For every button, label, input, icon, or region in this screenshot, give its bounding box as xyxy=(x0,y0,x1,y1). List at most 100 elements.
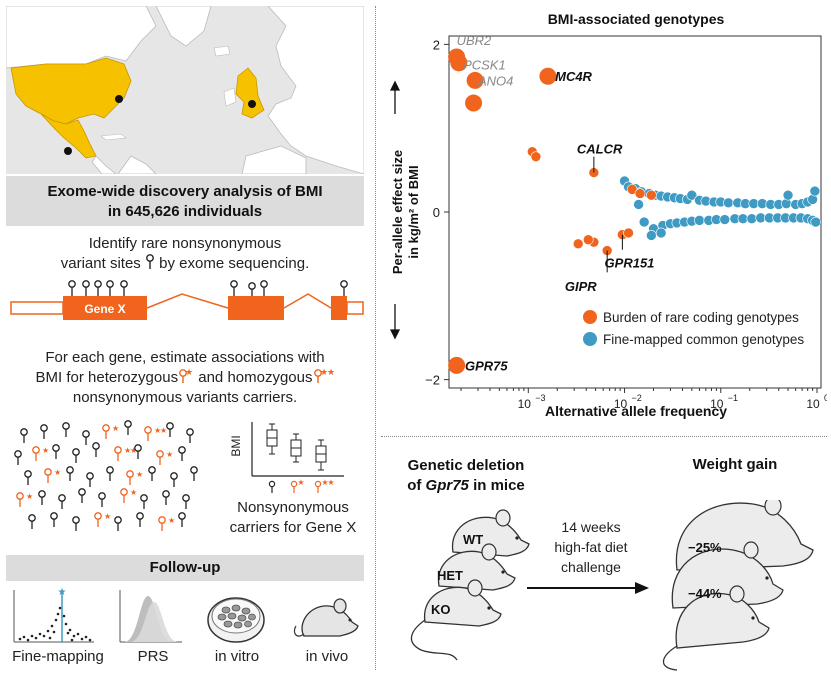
y-axis-label-line1: Per-allele effect size xyxy=(390,150,405,274)
x-tick-label-0: 10 xyxy=(518,397,532,411)
boxplot-ylabel: BMI xyxy=(229,435,243,456)
mouse-experiment-graphic: WT HET KO 14 weeks high-fat diet challen… xyxy=(410,500,814,671)
x-tick-exponent-1: −2 xyxy=(632,393,642,403)
identify-line1: Identify rare nonsynonymous xyxy=(88,235,282,252)
svg-text:★: ★ xyxy=(297,478,304,487)
ko-weight-change: −44% xyxy=(688,586,722,601)
utr-5-box xyxy=(10,301,64,315)
carrier-pin: ★ xyxy=(32,446,49,461)
exon-3 xyxy=(331,296,347,320)
mouse-title-line2: of Gpr75 in mice xyxy=(386,476,546,496)
common-point-54 xyxy=(655,227,667,239)
mouse-title-suffix: in mice xyxy=(468,477,525,494)
followup-labels: Fine-mapping PRS in vitro in vivo xyxy=(6,648,364,668)
common-point-29 xyxy=(809,185,821,197)
identify-line2-end: by exome sequencing. xyxy=(159,255,310,272)
svg-text:★: ★ xyxy=(154,426,161,435)
svg-text:★: ★ xyxy=(136,470,143,479)
genotype-wt: WT xyxy=(463,532,483,547)
carrier-pin xyxy=(40,424,48,439)
uk-marker xyxy=(248,100,256,108)
common-point-11 xyxy=(686,189,698,201)
gene-label-gipr: GIPR xyxy=(565,279,597,294)
svg-text:★: ★ xyxy=(104,512,111,521)
mouse-title-line1: Genetic deletion xyxy=(407,457,525,474)
mexico-marker xyxy=(64,147,72,155)
gene-label-gpr151: GPR151 xyxy=(605,255,655,270)
carrier-pin xyxy=(38,490,46,505)
carrier-pin: ★ xyxy=(158,516,175,531)
discovery-title-line2: in 645,626 individuals xyxy=(107,203,263,220)
in-vitro-dish-icon xyxy=(207,597,265,643)
followup-label-in-vitro: in vitro xyxy=(214,648,260,665)
mouse-panel-title: Genetic deletion of Gpr75 in mice xyxy=(386,456,546,496)
variant-pin-icon xyxy=(146,254,154,269)
genotype-het: HET xyxy=(437,568,463,583)
chart-legend: Burden of rare coding genotypes Fine-map… xyxy=(583,310,804,347)
carrier-pin: ★ xyxy=(120,488,137,503)
exon-1 xyxy=(63,296,147,320)
x-tick-label-3: 10 xyxy=(806,397,820,411)
estimate-line2-a: BMI for heterozygous xyxy=(35,369,179,386)
ko-mouse xyxy=(410,579,502,661)
legend-orange-swatch xyxy=(583,310,597,324)
ko-lean-mouse xyxy=(662,585,770,671)
carrier-pin xyxy=(24,470,32,485)
burden-point-5 xyxy=(448,356,466,374)
gene-label-calcr: CALCR xyxy=(577,141,623,156)
common-point-16 xyxy=(723,197,734,209)
common-point-55 xyxy=(646,230,657,241)
carrier-pin xyxy=(124,420,132,435)
carrier-pin xyxy=(66,466,74,481)
carrier-pin xyxy=(148,466,156,481)
gene-structure-diagram: Gene X xyxy=(10,280,364,320)
burden-point-3 xyxy=(465,94,483,112)
in-vivo-mouse-icon xyxy=(293,598,359,637)
diet-line3: challenge xyxy=(561,559,621,575)
svg-text:★: ★ xyxy=(185,368,193,377)
carrier-pin xyxy=(178,446,186,461)
world-map xyxy=(6,6,364,174)
x-axis-label: Alternative allele frequency xyxy=(545,403,727,419)
carrier-pin xyxy=(136,512,144,527)
exon-2 xyxy=(228,296,284,320)
gene-label: Gene X xyxy=(84,302,125,316)
carrier-pin xyxy=(86,472,94,487)
svg-text:★: ★ xyxy=(166,450,173,459)
y-tick-label-0: 2 xyxy=(433,37,440,52)
svg-text:★: ★ xyxy=(130,488,137,497)
svg-text:★: ★ xyxy=(112,424,119,433)
carrier-pin xyxy=(106,466,114,481)
svg-text:★: ★ xyxy=(327,478,334,487)
burden-point-2 xyxy=(466,71,484,89)
het-mouse xyxy=(437,543,516,591)
mouse-title-prefix: of xyxy=(407,477,426,494)
common-point-24 xyxy=(782,189,794,201)
burden-point-4 xyxy=(539,67,557,85)
genotype-ko: KO xyxy=(431,602,451,617)
us-east-marker xyxy=(115,95,123,103)
x-tick-exponent-3: 0 xyxy=(824,393,827,403)
wt-mouse xyxy=(451,509,530,557)
carrier-pin xyxy=(20,428,28,443)
y-axis-label: Per-allele effect size in kg/m² of BMI xyxy=(390,150,421,274)
x-tick-label-2: 10 xyxy=(710,397,724,411)
carrier-pin xyxy=(14,450,22,465)
x-tick-label-1: 10 xyxy=(614,397,628,411)
burden-point-10 xyxy=(582,234,594,245)
vertical-divider xyxy=(375,6,376,670)
estimate-line2-row: BMI for heterozygous ★ and homozygous ★ ★ xyxy=(6,367,364,388)
gene-label-pcsk1: PCSK1 xyxy=(463,57,506,72)
burden-point-17 xyxy=(646,189,657,201)
carrier-pin xyxy=(190,466,198,481)
bmi-genotype-chart: BMI-associated genotypes Per-allele effe… xyxy=(389,11,827,419)
burden-point-16 xyxy=(634,188,646,199)
svg-text:★: ★ xyxy=(58,587,67,598)
estimate-line3: nonsynonymous variants carriers. xyxy=(72,389,298,406)
carrier-pin xyxy=(170,472,178,487)
followup-icons: ★ xyxy=(13,587,359,643)
identify-text: Identify rare nonsynonymous variant site… xyxy=(6,234,364,274)
carrier-pin xyxy=(82,430,90,445)
y-tick-label-1: 0 xyxy=(433,205,440,220)
chart-title: BMI-associated genotypes xyxy=(548,11,725,27)
